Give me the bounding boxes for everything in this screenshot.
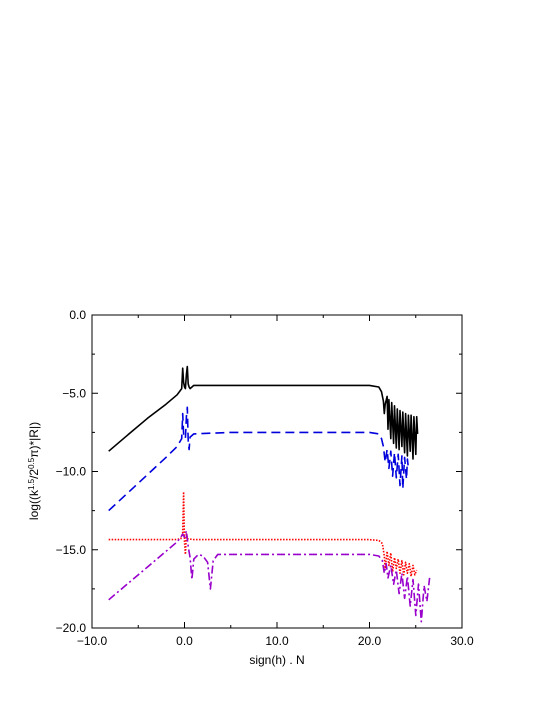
y-axis-label-sup1: 1.5 — [27, 478, 36, 490]
series-line-4 — [108, 530, 431, 623]
x-tick-label: 10.0 — [265, 634, 289, 648]
series-line-1 — [108, 365, 419, 460]
y-axis-label-sup2: 0.5 — [27, 457, 36, 469]
series-line-2 — [108, 406, 410, 512]
y-tick-label: −20.0 — [56, 621, 87, 635]
y-axis-label-post: π)*|R|) — [27, 422, 41, 458]
y-tick-label: 0.0 — [69, 308, 86, 322]
axis-ticks: −10.0 0.0 10.0 20.0 30.0 0.0 −5.0 −10.0 −15.0 −20… — [56, 308, 474, 648]
x-axis-label: sign(h) . N — [249, 653, 304, 667]
x-tick-label: 0.0 — [176, 634, 193, 648]
y-axis-label-pre: log((k — [27, 489, 41, 520]
y-tick-label: −15.0 — [56, 543, 87, 557]
y-axis-label: log((k1.5/20.5π)*|R|) — [27, 422, 42, 520]
y-tick-label: −10.0 — [56, 465, 87, 479]
x-tick-label: 20.0 — [358, 634, 382, 648]
series-group — [108, 365, 431, 623]
series-line-3 — [108, 491, 418, 578]
y-axis-label-mid: /2 — [27, 469, 41, 479]
x-tick-label: 30.0 — [450, 634, 474, 648]
x-tick-label: −10.0 — [77, 634, 108, 648]
y-tick-label: −5.0 — [62, 386, 86, 400]
